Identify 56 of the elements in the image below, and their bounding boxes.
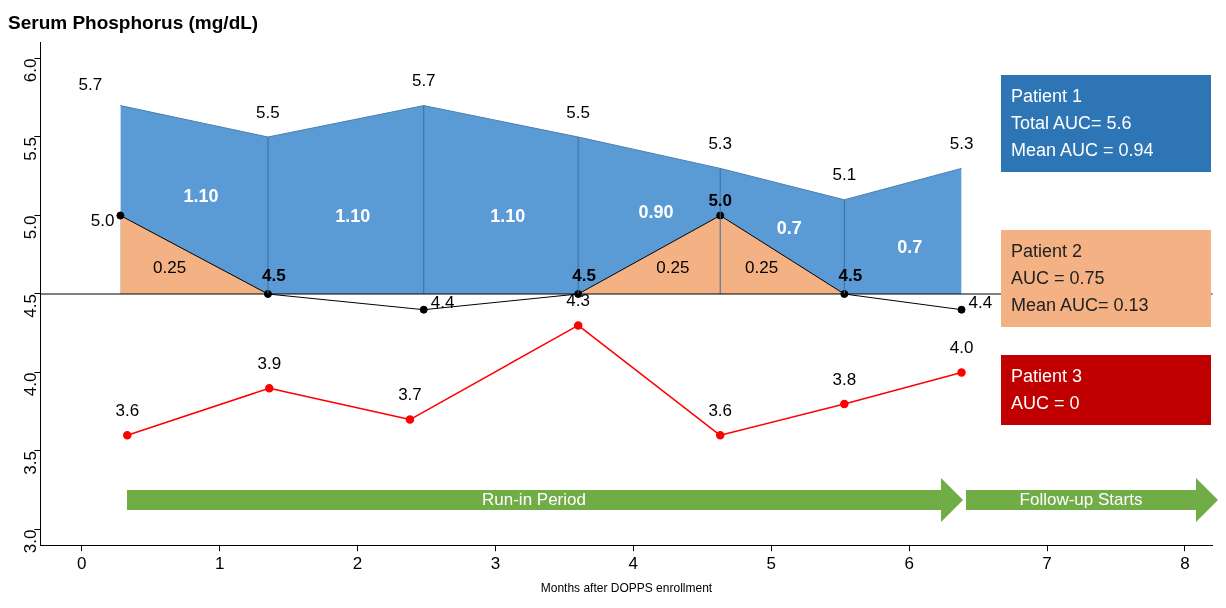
annotation: Total AUC= 5.6 Mean AUC = 0.94	[1011, 112, 1155, 162]
data-label: 3.6	[115, 400, 140, 420]
data-label: 4.3	[566, 291, 591, 311]
annotation: 0.25	[745, 257, 779, 277]
data-label: 4.5	[572, 265, 597, 285]
x-tick-label: 2	[352, 554, 363, 574]
data-label: 3.9	[257, 353, 282, 373]
data-label: 5.7	[411, 71, 436, 91]
x-tick-label: 7	[1042, 554, 1052, 574]
data-label: 3.8	[832, 369, 857, 389]
data-label: 5.3	[708, 134, 733, 154]
info-box: Patient 2 AUC = 0.75 Mean AUC= 0.13	[1001, 230, 1211, 327]
data-label: 4.5	[262, 265, 286, 285]
data-label: 5.7	[78, 75, 103, 95]
info-box: Patient 3 AUC = 0	[1001, 355, 1211, 425]
x-tick-label: 4	[628, 554, 639, 574]
y-tick-label: 5.0	[21, 215, 41, 240]
annotation: 0.25	[656, 257, 690, 277]
x-tick-label: 6	[904, 554, 914, 574]
data-label: 5.0	[708, 191, 733, 211]
annotation: 0.7	[776, 217, 802, 238]
chart-title: Serum Phosphorus (mg/dL)	[8, 11, 259, 33]
data-label: 3.6	[708, 400, 733, 420]
data-label: 3.7	[398, 385, 422, 405]
x-tick-label: 5	[766, 554, 776, 574]
data-label: 5.1	[832, 165, 857, 185]
y-tick-label: 4.5	[21, 294, 41, 318]
x-tick-label: 8	[1180, 554, 1190, 574]
y-tick-label: 4.0	[21, 372, 41, 397]
data-label: 4.0	[949, 338, 974, 358]
y-tick-label: 5.5	[21, 137, 41, 161]
data-label: 5.5	[256, 102, 280, 122]
info-box: Patient 1 Total AUC= 5.6 Mean AUC = 0.94	[1001, 75, 1211, 172]
annotation: Follow-up Starts	[1019, 490, 1143, 510]
data-label: 5.0	[90, 211, 115, 231]
x-tick-label: 1	[214, 554, 225, 574]
data-label: 4.4	[968, 293, 993, 313]
annotation: 1.10	[335, 206, 371, 227]
data-label: 4.4	[430, 293, 455, 313]
annotation: 1.10	[183, 186, 219, 207]
x-axis-title: Months after DOPPS enrollment	[540, 581, 713, 596]
data-label: 4.5	[838, 265, 863, 285]
x-tick-label: 0	[77, 554, 87, 574]
annotation: 0.25	[153, 257, 187, 277]
y-tick-label: 6.0	[21, 58, 41, 83]
annotation: AUC = 0.75 Mean AUC= 0.13	[1011, 267, 1150, 317]
x-tick-label: 3	[490, 554, 501, 574]
y-tick-label: 3.0	[21, 529, 41, 554]
y-tick-label: 3.5	[21, 451, 41, 475]
annotation: 0.90	[638, 202, 674, 223]
data-label: 5.5	[566, 102, 591, 122]
annotation: 1.10	[490, 206, 526, 227]
annotation: Run-in Period	[482, 490, 586, 510]
data-label: 5.3	[949, 134, 974, 154]
annotation: 0.7	[897, 237, 923, 258]
annotation: AUC = 0	[1011, 392, 1081, 415]
